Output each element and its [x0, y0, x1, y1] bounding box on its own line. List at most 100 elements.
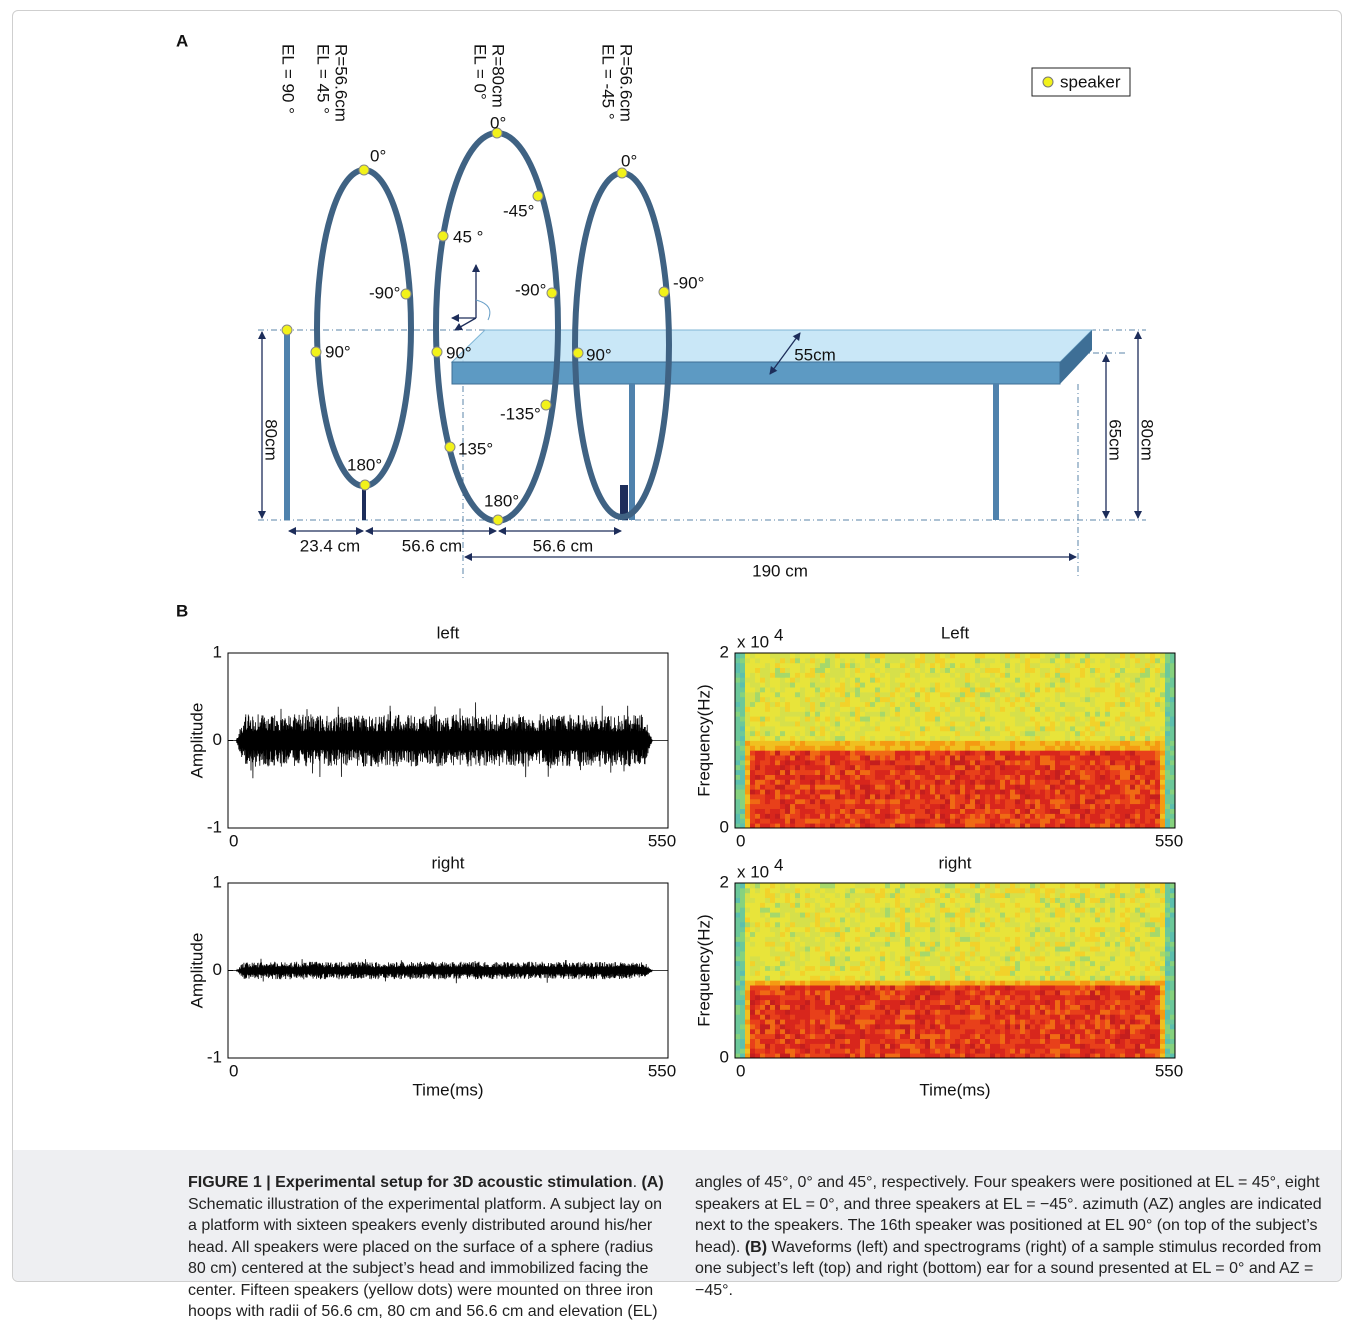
- spectrogram-cell: [895, 1029, 900, 1034]
- spectrogram-cell: [985, 731, 990, 736]
- spectrogram-cell: [780, 804, 785, 809]
- spectrogram-cell: [970, 1014, 975, 1019]
- spectrogram-cell: [955, 741, 960, 746]
- spectrogram-cell: [745, 702, 750, 707]
- spectrogram-cell: [855, 765, 860, 770]
- spectrogram-cell: [870, 672, 875, 677]
- spectrogram-cell: [1010, 745, 1015, 750]
- spectrogram-cell: [980, 799, 985, 804]
- spectrogram-cell: [815, 1005, 820, 1010]
- spectrogram-cell: [830, 818, 835, 823]
- spectrogram-cell: [940, 883, 945, 888]
- spectrogram-cell: [1150, 799, 1155, 804]
- spectrogram-cell: [890, 697, 895, 702]
- spectrogram-cell: [950, 995, 955, 1000]
- spectrogram-cell: [805, 980, 810, 985]
- spectrogram-cell: [860, 1009, 865, 1014]
- spectrogram-cell: [890, 902, 895, 907]
- spectrogram-cell: [745, 789, 750, 794]
- spectrogram-cell: [1110, 789, 1115, 794]
- spectrogram-cell: [845, 961, 850, 966]
- spectrogram-cell: [750, 775, 755, 780]
- x-tick-label: 550: [648, 1061, 676, 1080]
- spectrogram-cell: [970, 760, 975, 765]
- spectrogram-cell: [1035, 736, 1040, 741]
- spectrogram-cell: [740, 736, 745, 741]
- spectrogram-cell: [930, 1048, 935, 1053]
- spectrogram-cell: [850, 687, 855, 692]
- spectrogram-cell: [1120, 745, 1125, 750]
- spectrogram-cell: [815, 1048, 820, 1053]
- spectrogram-cell: [805, 658, 810, 663]
- spectrogram-cell: [940, 1000, 945, 1005]
- spectrogram-cell: [985, 682, 990, 687]
- spectrogram-cell: [885, 687, 890, 692]
- spectrogram-cell: [1070, 818, 1075, 823]
- spectrogram-cell: [790, 1005, 795, 1010]
- azimuth-label: -90°: [515, 280, 546, 299]
- spectrogram-cell: [870, 927, 875, 932]
- spectrogram-cell: [965, 902, 970, 907]
- spectrogram-cell: [810, 702, 815, 707]
- spectrogram-cell: [835, 804, 840, 809]
- spectrogram-cell: [770, 692, 775, 697]
- spectrogram-cell: [1080, 804, 1085, 809]
- spectrogram-cell: [835, 741, 840, 746]
- spectrogram-cell: [1140, 716, 1145, 721]
- spectrogram-cell: [945, 687, 950, 692]
- spectrogram-cell: [835, 966, 840, 971]
- spectrogram-cell: [785, 907, 790, 912]
- spectrogram-cell: [810, 804, 815, 809]
- spectrogram-cell: [945, 1005, 950, 1010]
- spectrogram-cell: [770, 951, 775, 956]
- spectrogram-cell: [1010, 755, 1015, 760]
- spectrogram-cell: [950, 765, 955, 770]
- spectrogram-cell: [870, 937, 875, 942]
- spectrogram-cell: [960, 902, 965, 907]
- spectrogram-cell: [780, 799, 785, 804]
- spectrogram-cell: [790, 971, 795, 976]
- spectrogram-cell: [780, 760, 785, 765]
- spectrogram-cell: [820, 702, 825, 707]
- spectrogram-cell: [735, 775, 740, 780]
- spectrogram-cell: [1160, 770, 1165, 775]
- spectrogram-cell: [845, 765, 850, 770]
- spectrogram-cell: [860, 985, 865, 990]
- spectrogram-cell: [905, 985, 910, 990]
- spectrogram-cell: [1000, 707, 1005, 712]
- spectrogram-cell: [920, 731, 925, 736]
- spectrogram-cell: [770, 927, 775, 932]
- spectrogram-cell: [930, 912, 935, 917]
- spectrogram-cell: [895, 917, 900, 922]
- spectrogram-cell: [890, 1034, 895, 1039]
- spectrogram-cell: [805, 956, 810, 961]
- spectrogram-cell: [745, 779, 750, 784]
- spectrogram-cell: [860, 784, 865, 789]
- spectrogram-cell: [940, 1043, 945, 1048]
- spectrogram-cell: [880, 985, 885, 990]
- spectrogram-cell: [855, 760, 860, 765]
- spectrogram-cell: [910, 1019, 915, 1024]
- spectrogram-cell: [1110, 692, 1115, 697]
- spectrogram-cell: [1040, 658, 1045, 663]
- spectrogram-cell: [955, 668, 960, 673]
- spectrogram-cell: [780, 765, 785, 770]
- spectrogram-cell: [925, 941, 930, 946]
- spectrogram-cell: [960, 775, 965, 780]
- spectrogram-cell: [890, 990, 895, 995]
- spectrogram-cell: [1125, 755, 1130, 760]
- spectrogram-cell: [795, 917, 800, 922]
- spectrogram-cell: [795, 956, 800, 961]
- spectrogram-cell: [1110, 653, 1115, 658]
- spectrogram-cell: [810, 893, 815, 898]
- spectrogram-cell: [925, 932, 930, 937]
- spectrogram-cell: [1060, 668, 1065, 673]
- spectrogram-cell: [820, 902, 825, 907]
- spectrogram-cell: [925, 990, 930, 995]
- spectrogram-cell: [870, 750, 875, 755]
- spectrogram-cell: [965, 888, 970, 893]
- spectrogram-cell: [895, 893, 900, 898]
- spectrogram-cell: [785, 956, 790, 961]
- spectrogram-cell: [1070, 741, 1075, 746]
- spectrogram-cell: [815, 726, 820, 731]
